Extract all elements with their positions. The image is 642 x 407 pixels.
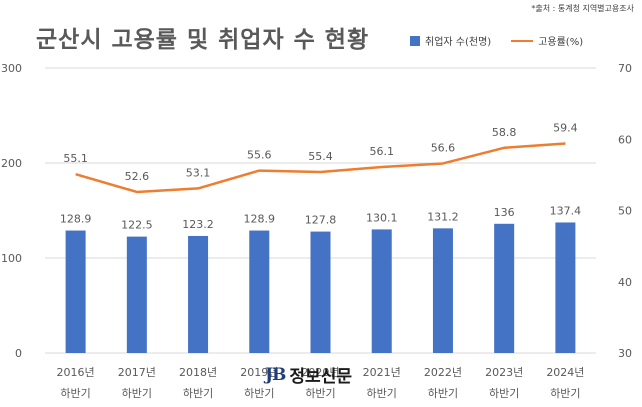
x-tick-label-half: 하반기: [244, 386, 274, 400]
x-tick-label-half: 하반기: [367, 386, 397, 400]
chart-title: 군산시 고용률 및 취업자 수 현황: [36, 27, 370, 53]
bar: [432, 228, 453, 353]
x-tick-label-year: 2020년: [301, 366, 339, 379]
watermark: JB 정보신문: [265, 362, 352, 388]
bar: [249, 230, 270, 353]
x-tick-label-year: 2021년: [363, 366, 401, 379]
legend-label-employed: 취업자 수(천명): [425, 37, 492, 48]
rate-data-label: 59.4: [553, 122, 578, 135]
x-tick-label-year: 2018년: [179, 366, 217, 379]
x-tick-label-half: 하반기: [60, 386, 90, 400]
source-note: *출처 : 통계청 지역별고용조사: [531, 4, 634, 13]
x-tick-label-year: 2022년: [424, 366, 462, 379]
legend-line-swatch: [511, 39, 534, 42]
bar-data-label: 131.2: [427, 210, 459, 223]
rate-data-label: 52.6: [125, 170, 150, 183]
bar-data-label: 137.4: [550, 204, 582, 217]
bar: [65, 230, 86, 353]
bar-data-label: 122.5: [121, 219, 153, 232]
y-left-tick-label: 0: [15, 347, 22, 360]
x-tick-label-year: 2017년: [118, 366, 156, 379]
rate-data-label: 55.6: [247, 149, 272, 162]
x-tick-label-year: 2023년: [485, 366, 523, 379]
rate-data-label: 58.8: [492, 126, 517, 139]
y-right-tick-label: 60: [618, 133, 632, 146]
y-right-tick-label: 70: [618, 62, 632, 75]
watermark-logo: JB: [265, 364, 286, 385]
x-tick-label-year: 2024년: [546, 366, 584, 379]
x-tick-label-half: 하반기: [428, 386, 458, 400]
bar: [126, 236, 147, 353]
legend-item-rate: 고용률(%): [511, 33, 583, 48]
y-right-tick-label: 50: [618, 205, 632, 218]
bar-data-label: 136: [494, 206, 515, 219]
rate-data-label: 55.1: [63, 152, 88, 165]
bar: [494, 223, 515, 353]
x-tick-label-year: 2016년: [57, 366, 95, 379]
watermark-text: 정보신문: [289, 367, 352, 387]
legend-item-employed: 취업자 수(천명): [410, 33, 491, 48]
bar: [188, 235, 209, 353]
y-right-tick-label: 40: [618, 276, 632, 289]
rate-data-label: 56.1: [369, 145, 394, 158]
bar-layer: [65, 222, 576, 353]
x-tick-label-half: 하반기: [489, 386, 519, 400]
y-right-tick-label: 30: [618, 347, 632, 360]
x-tick-label-half: 하반기: [122, 386, 152, 400]
bar-data-label: 127.8: [305, 214, 337, 227]
x-tick-label-half: 하반기: [305, 386, 335, 400]
x-tick-label-half: 하반기: [550, 386, 580, 400]
bar: [310, 231, 331, 353]
legend: 취업자 수(천명) 고용률(%): [410, 33, 583, 48]
bar-data-label: 128.9: [244, 213, 276, 226]
rate-data-label: 56.6: [431, 141, 456, 154]
x-tick-label-year: 2019년: [240, 366, 278, 379]
legend-label-rate: 고용률(%): [538, 37, 584, 48]
y-left-tick-label: 300: [1, 62, 22, 75]
rate-data-label: 55.4: [308, 150, 333, 163]
legend-bar-swatch: [410, 35, 420, 46]
bar: [555, 222, 576, 353]
y-left-tick-label: 200: [1, 157, 22, 170]
x-tick-label-half: 하반기: [183, 386, 213, 400]
bar: [371, 229, 392, 353]
y-left-tick-label: 100: [1, 252, 22, 265]
rate-data-label: 53.1: [186, 166, 211, 179]
line-layer: [75, 142, 566, 194]
label-layer: 128.9 122.5 123.2 128.9 127.8 130.1 131.2 136 13…: [60, 122, 581, 232]
bar-data-label: 123.2: [182, 218, 214, 231]
bar-data-label: 130.1: [366, 211, 398, 224]
bar-data-label: 128.9: [60, 213, 92, 226]
